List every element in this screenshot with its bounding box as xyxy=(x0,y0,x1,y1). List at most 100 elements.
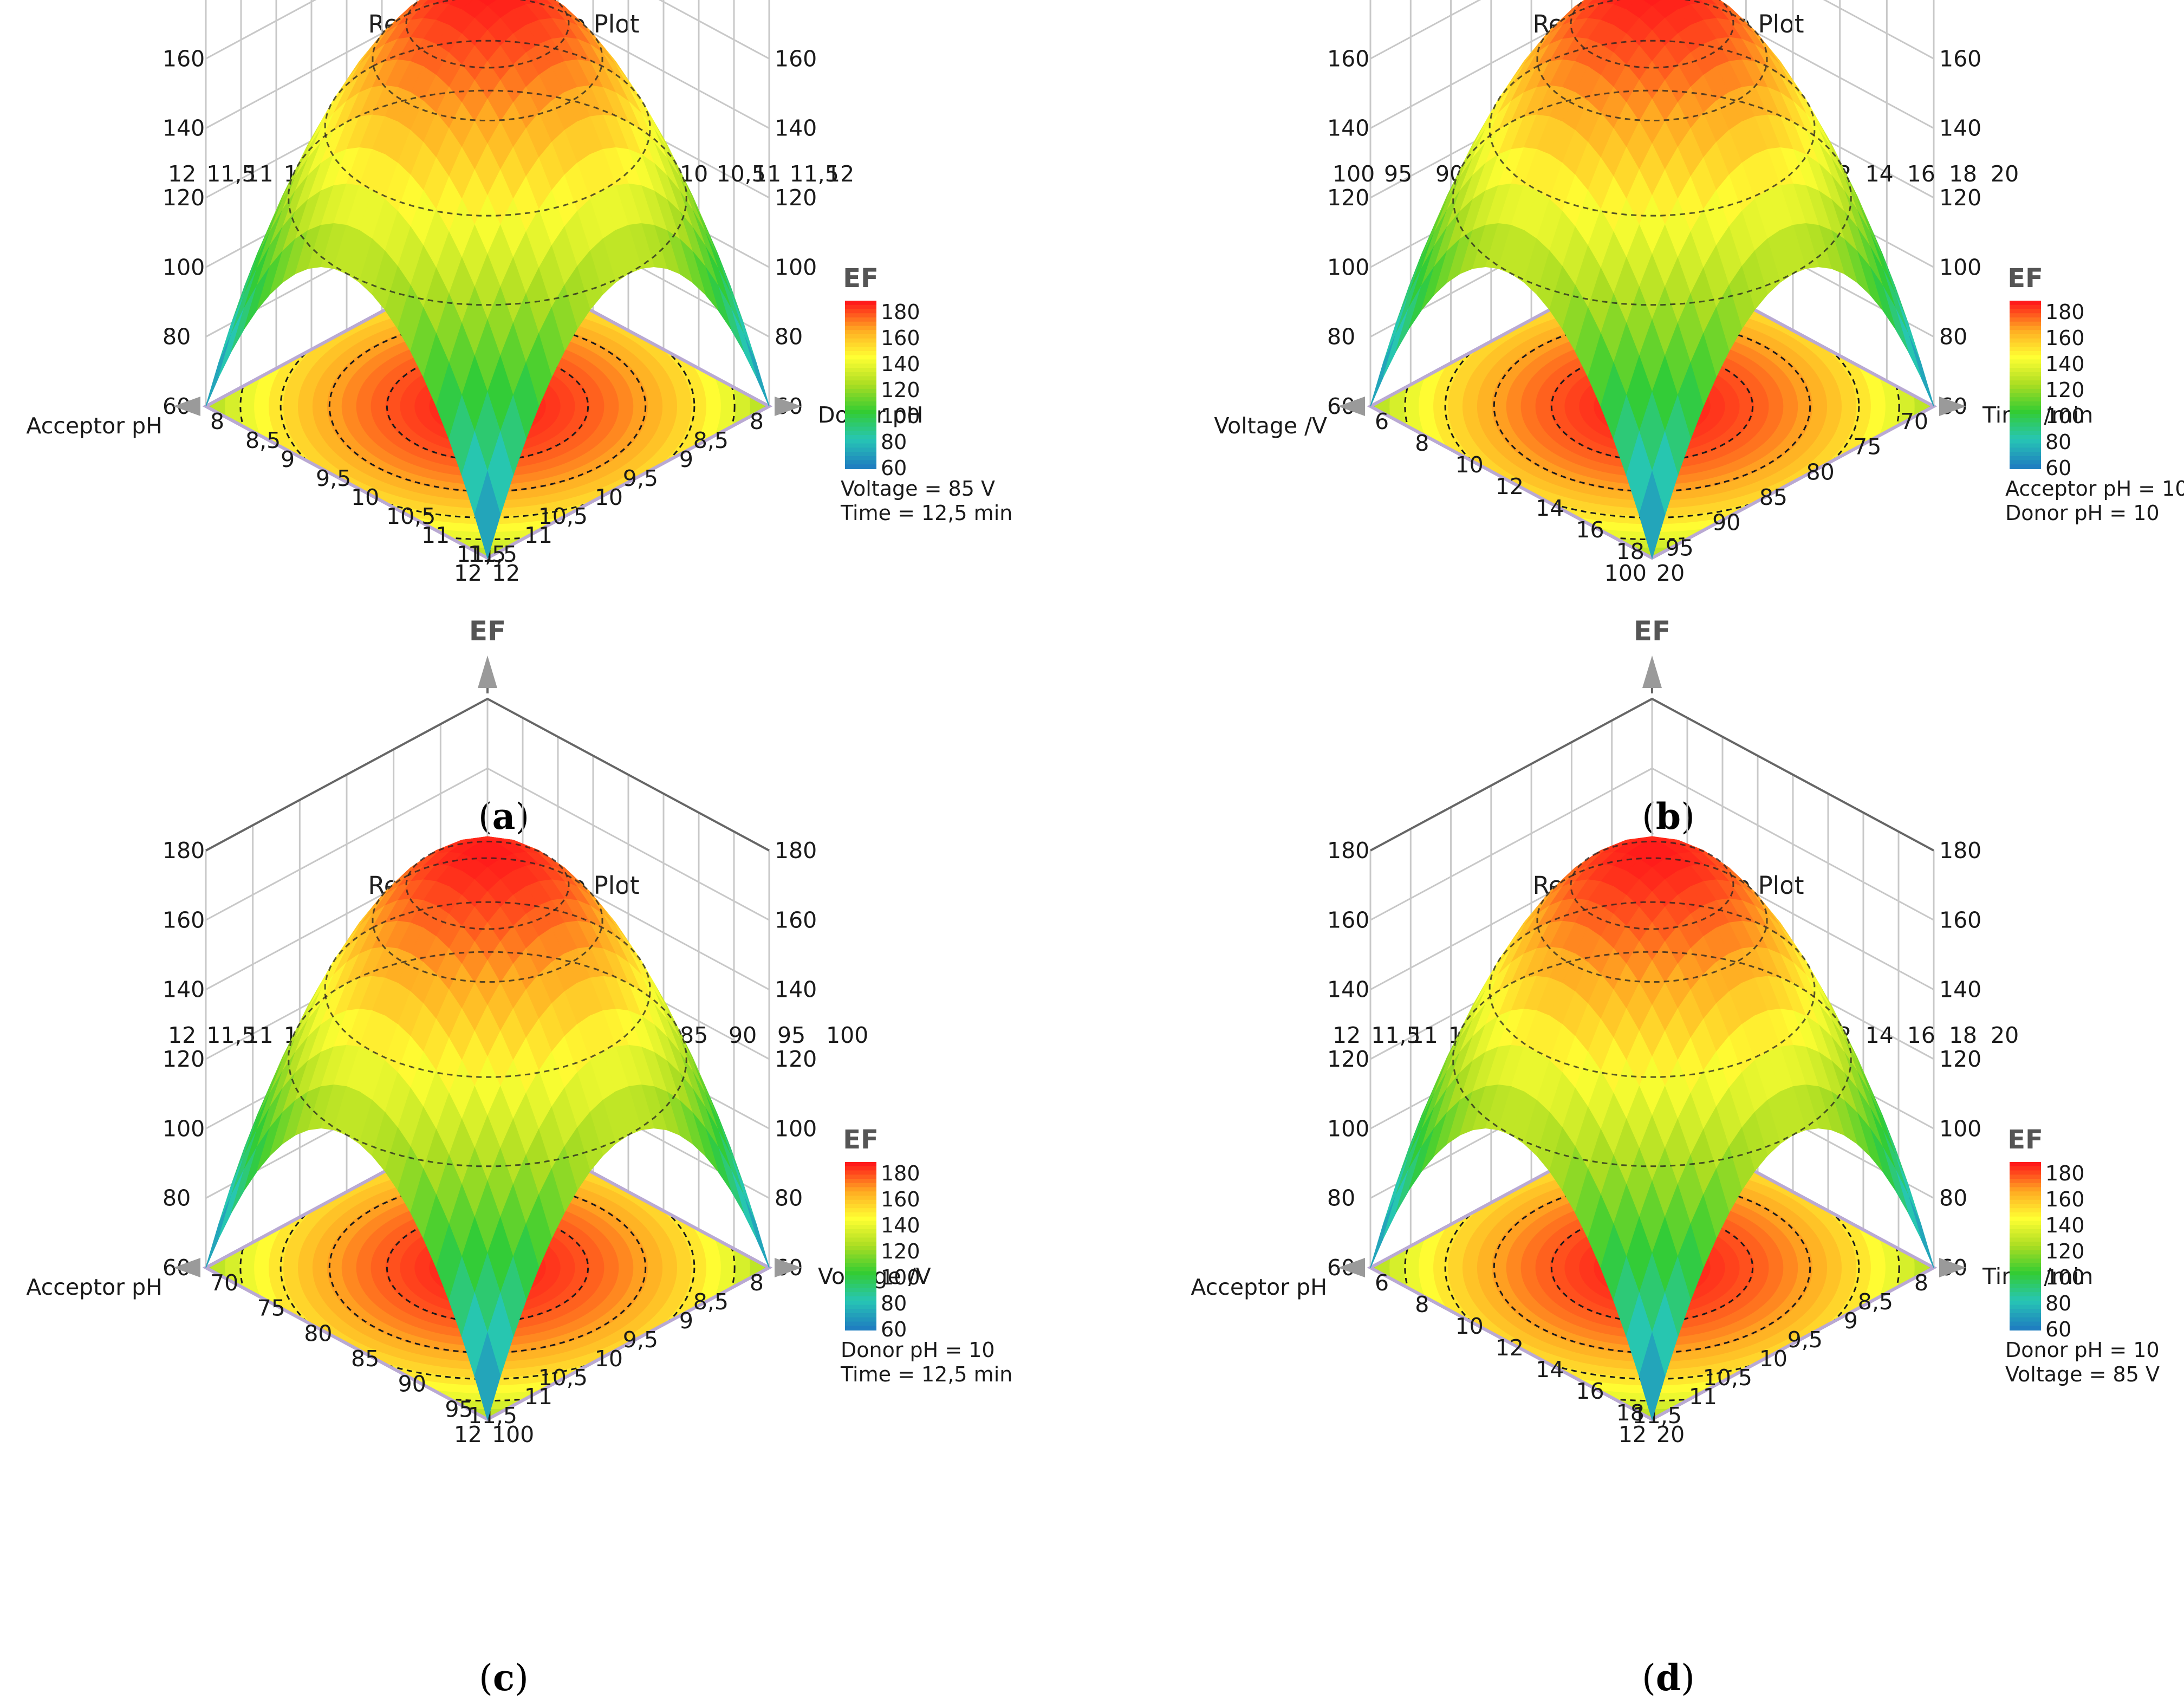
z-tick-left: 160 xyxy=(1327,46,1369,72)
x-axis-arrow xyxy=(1338,1258,1365,1277)
legend-swatch xyxy=(845,422,876,427)
legend-swatch xyxy=(845,351,876,356)
z-tick-left: 120 xyxy=(162,1046,205,1072)
legend-swatch xyxy=(845,359,876,365)
legend-tick: 120 xyxy=(881,1239,920,1263)
legend-swatch xyxy=(845,301,876,306)
caption-open: ( xyxy=(478,796,492,838)
floor-x-tick: 11,5 xyxy=(457,541,506,567)
floor-y-tick: 8 xyxy=(750,408,764,434)
legend-tick: 160 xyxy=(881,326,920,350)
legend-tick: 120 xyxy=(881,378,920,402)
legend-title: EF xyxy=(843,1125,879,1155)
legend-swatch xyxy=(2010,435,2041,440)
floor-y-tick: 10 xyxy=(1759,1346,1787,1372)
z-tick-left: 160 xyxy=(162,46,205,72)
top-x-tick: 11,5 xyxy=(206,161,256,187)
floor-x-tick: 6 xyxy=(1375,408,1389,434)
legend-tick: 80 xyxy=(881,1291,907,1315)
legend-tick: 60 xyxy=(881,456,907,480)
legend-swatch xyxy=(845,435,876,440)
x-axis-label: Acceptor pH xyxy=(26,1274,162,1300)
legend-tick: 100 xyxy=(881,1265,920,1289)
legend-swatch xyxy=(845,1317,876,1322)
surface-contour xyxy=(324,901,651,1078)
floor-y-tick: 11 xyxy=(524,522,552,548)
surface-cell xyxy=(1382,308,1409,378)
floor-y-tick: 95 xyxy=(1665,535,1693,561)
floor-x-tick: 16 xyxy=(1576,517,1604,543)
floor-y-tick: 12 xyxy=(454,560,482,586)
legend-tick: 140 xyxy=(2045,352,2085,376)
legend-swatch xyxy=(2010,313,2041,318)
legend-swatch xyxy=(845,447,876,452)
legend-swatch xyxy=(845,464,876,469)
floor-y-tick: 9 xyxy=(679,1308,693,1334)
legend-swatch xyxy=(845,1237,876,1243)
legend-tick: 160 xyxy=(881,1187,920,1211)
surface-contour xyxy=(1536,0,1768,121)
legend-swatch xyxy=(845,1263,876,1268)
legend-swatch xyxy=(2010,388,2041,394)
legend-swatch xyxy=(2010,321,2041,327)
floor-x-tick: 20 xyxy=(1656,1422,1685,1448)
legend-swatch xyxy=(845,1250,876,1255)
legend-swatch xyxy=(2010,447,2041,452)
legend-swatch xyxy=(845,397,876,402)
floor-x-tick: 20 xyxy=(1656,560,1685,586)
legend-swatch xyxy=(845,321,876,327)
z-axis-label: EF xyxy=(1634,615,1670,647)
z-tick-right: 180 xyxy=(775,838,817,864)
legend-swatch xyxy=(845,410,876,415)
z-tick-right: 120 xyxy=(1939,1046,1981,1072)
z-tick-right: 180 xyxy=(1939,0,1981,2)
legend-swatch xyxy=(845,1258,876,1263)
floor-y-tick: 12 xyxy=(1618,1422,1647,1448)
legend-swatch xyxy=(2010,1212,2041,1217)
floor-y-tick: 11,5 xyxy=(468,1403,517,1429)
legend-swatch xyxy=(845,338,876,343)
floor-y-tick: 90 xyxy=(1712,510,1740,536)
top-edge xyxy=(1370,697,1934,852)
floor-y-tick: 80 xyxy=(1806,459,1834,485)
legend-swatch xyxy=(845,1166,876,1171)
legend-swatch xyxy=(2010,1250,2041,1255)
floor-x-tick: 8 xyxy=(1415,1291,1429,1317)
legend-title: EF xyxy=(2007,263,2043,294)
legend-tick: 60 xyxy=(881,1317,907,1341)
floor-x-tick: 80 xyxy=(304,1320,332,1346)
top-y-tick: 11,5 xyxy=(790,161,839,187)
legend-swatch xyxy=(2010,355,2041,360)
surface-contour xyxy=(405,840,570,930)
legend-swatch xyxy=(2010,405,2041,411)
legend-swatch xyxy=(845,1233,876,1238)
panel-b: Response Surface Plot1009590858075706810… xyxy=(1214,0,2184,838)
z-tick-left: 160 xyxy=(162,907,205,933)
legend-swatch xyxy=(845,385,876,390)
floor-x-tick: 12 xyxy=(1496,1335,1524,1361)
z-tick-left: 100 xyxy=(1327,254,1369,280)
condition-text: Donor pH = 10 xyxy=(2005,501,2160,525)
condition-text: Voltage = 85 V xyxy=(841,477,995,501)
legend-swatch xyxy=(845,326,876,331)
surface-cell xyxy=(1895,308,1922,378)
legend-swatch xyxy=(845,1300,876,1306)
legend-swatch xyxy=(2010,1288,2041,1293)
z-tick-left: 160 xyxy=(1327,907,1369,933)
surface-contour xyxy=(1488,40,1816,217)
legend-swatch xyxy=(845,439,876,444)
z-tick-right: 100 xyxy=(775,254,817,280)
panel-a: Response Surface Plot1211,51110,5109,598… xyxy=(26,0,1012,838)
top-x-tick: 12 xyxy=(1332,1022,1361,1048)
legend-swatch xyxy=(845,355,876,360)
legend-swatch xyxy=(2010,1326,2041,1330)
panel-caption: (b) xyxy=(1642,795,1695,838)
top-y-tick: 16 xyxy=(1907,1022,1935,1048)
top-y-tick: 14 xyxy=(1865,1022,1894,1048)
panel-caption: (d) xyxy=(1642,1657,1695,1699)
floor-x-tick: 12 xyxy=(1496,473,1524,499)
floor-y-tick: 11 xyxy=(524,1384,552,1410)
floor-x-tick: 10 xyxy=(1455,452,1484,478)
